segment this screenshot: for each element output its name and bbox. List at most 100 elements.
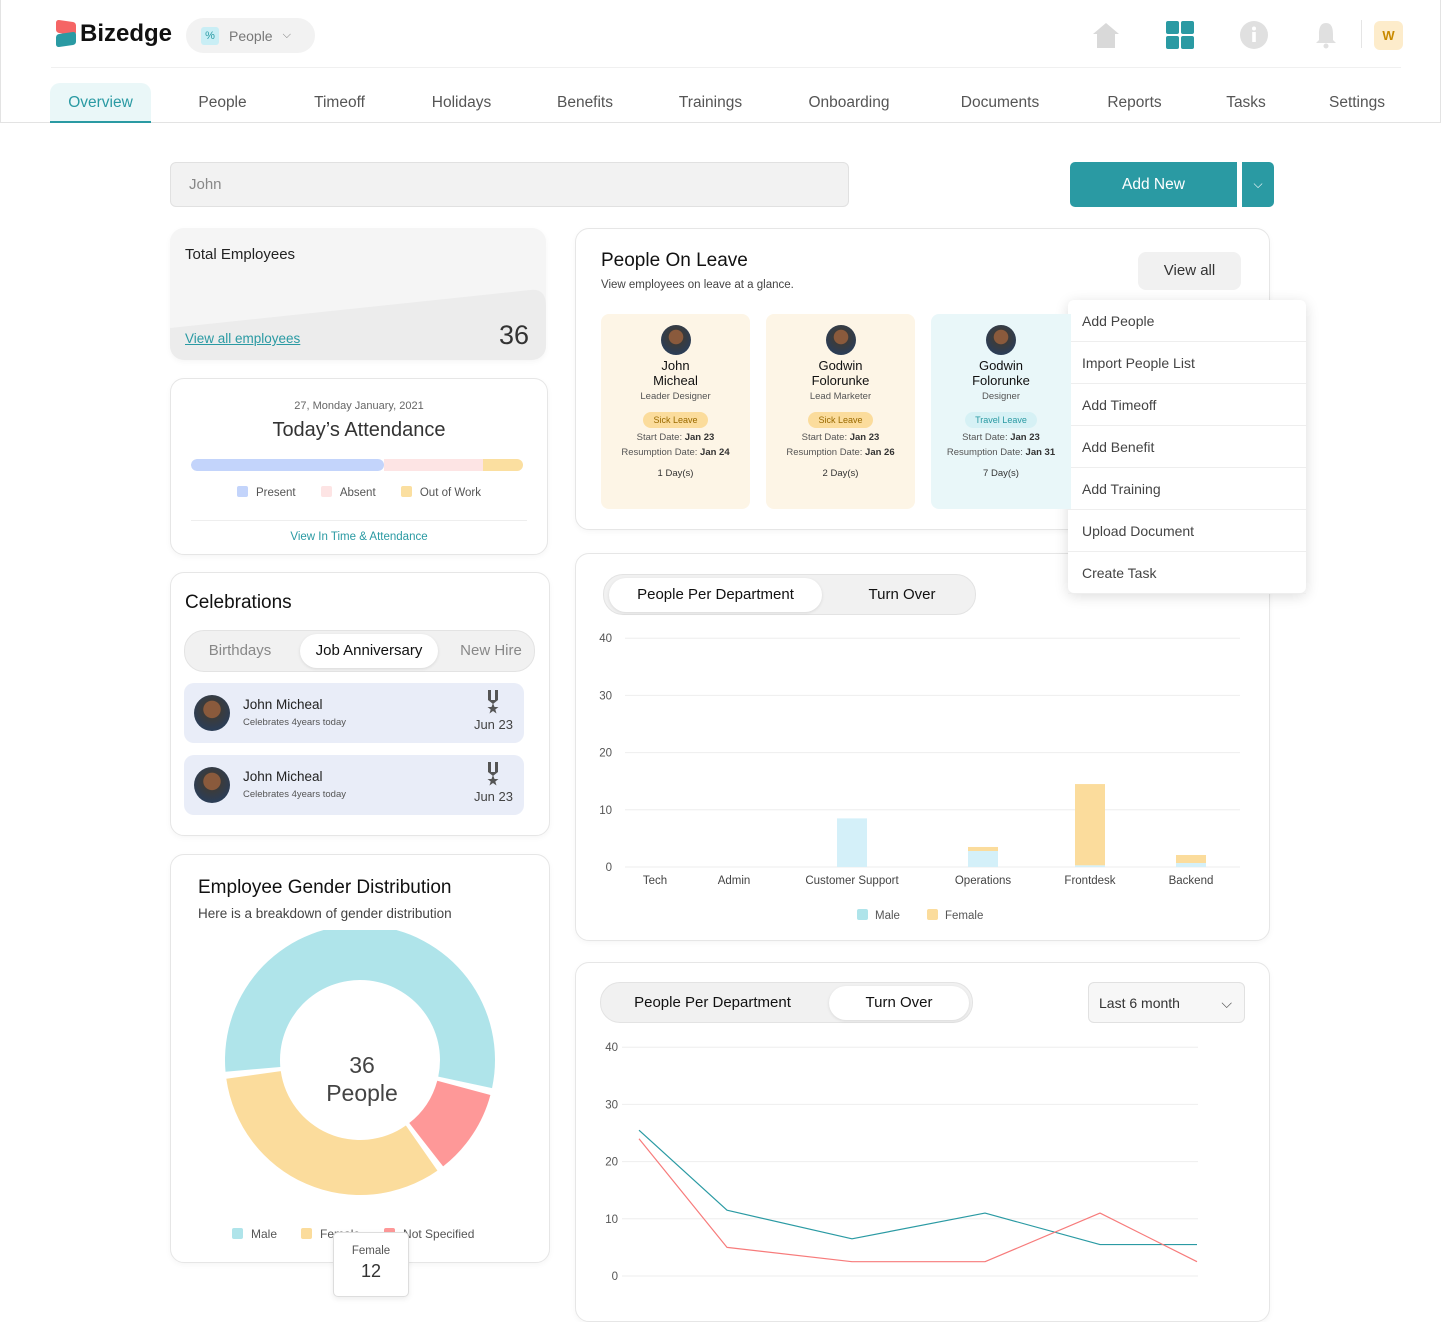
y-tick-label: 30 (599, 690, 612, 702)
brand-logo[interactable]: Bizedge (56, 19, 172, 48)
x-tick-label: Backend (1169, 875, 1214, 887)
start-date: Jan 23 (849, 432, 880, 443)
nav-tab-onboarding[interactable]: Onboarding (808, 94, 890, 111)
nav-tab-trainings[interactable]: Trainings (678, 94, 743, 111)
donut-slice-female (226, 1071, 438, 1195)
menu-item[interactable]: Import People List (1068, 342, 1306, 384)
apps-grid-icon[interactable] (1165, 20, 1195, 50)
y-tick-label: 10 (605, 1214, 618, 1226)
bar-female (968, 846, 998, 851)
menu-item[interactable]: Add Training (1068, 468, 1306, 510)
total-employees-card: Total Employees View all employees 36 (170, 228, 546, 360)
on-leave-subtitle: View employees on leave at a glance. (601, 279, 794, 291)
resumption-date: Jan 31 (1025, 447, 1056, 458)
bar-female (1176, 854, 1206, 863)
leave-card[interactable]: John Micheal Leader Designer Sick Leave … (601, 314, 750, 509)
bell-icon[interactable] (1311, 20, 1341, 50)
tab-people-per-department[interactable]: People Per Department (609, 578, 822, 612)
leave-duration: 1 Day(s) (657, 468, 694, 479)
bar-female (1075, 784, 1105, 866)
donut-center-count: 36 (349, 1052, 375, 1078)
legend-swatch (857, 909, 868, 920)
celebration-item[interactable]: John Micheal Celebrates 4years today Jun… (184, 755, 524, 815)
card-decoration (170, 289, 546, 360)
leave-card[interactable]: Godwin Folorunke Lead Marketer Sick Leav… (766, 314, 915, 509)
celebration-item[interactable]: John Micheal Celebrates 4years today Jun… (184, 683, 524, 743)
user-avatar[interactable]: W (1374, 21, 1403, 50)
y-tick-label: 40 (599, 633, 612, 645)
bar-chart: 0 10 20 30 40 Tech Admin Customer Support Operat… (599, 633, 1240, 922)
legend-item: Male (232, 1227, 277, 1241)
info-icon[interactable] (1239, 20, 1269, 50)
nav-tab-holidays[interactable]: Holidays (431, 94, 492, 111)
tab-turn-over[interactable]: Turn Over (868, 586, 936, 603)
menu-item[interactable]: Add People (1068, 300, 1306, 342)
legend-swatch (927, 909, 938, 920)
module-switcher[interactable]: % People ⌵ (186, 18, 315, 53)
menu-item[interactable]: Create Task (1068, 552, 1306, 594)
menu-item[interactable]: Upload Document (1068, 510, 1306, 552)
celebrations-title: Celebrations (185, 592, 292, 613)
logo-icon (56, 19, 76, 48)
divider (1361, 20, 1362, 48)
view-all-button[interactable]: View all (1138, 252, 1241, 290)
nav-tab-people[interactable]: People (198, 94, 247, 111)
tab-turn-over[interactable]: Turn Over (829, 986, 969, 1020)
leave-role: Leader Designer (640, 391, 711, 402)
add-new-dropdown-toggle[interactable]: ⌵ (1242, 162, 1274, 207)
menu-item[interactable]: Add Timeoff (1068, 384, 1306, 426)
x-tick-label: Customer Support (805, 875, 899, 887)
donut-slice-male (225, 930, 495, 1089)
nav-tab-overview[interactable]: Overview (50, 83, 151, 123)
leave-duration: 2 Day(s) (822, 468, 859, 479)
on-leave-title: People On Leave (601, 250, 748, 271)
search-input[interactable] (170, 162, 849, 207)
view-all-employees-link[interactable]: View all employees (185, 331, 301, 346)
celebration-name: John Micheal (243, 769, 323, 784)
celebration-date: Jun 23 (473, 717, 513, 732)
bar-male (1075, 865, 1105, 867)
nav-tab-settings[interactable]: Settings (1328, 94, 1385, 111)
gender-donut-chart (225, 930, 495, 1195)
start-date-label: Start Date: (636, 432, 683, 443)
bar-male (837, 818, 867, 867)
tab-birthdays[interactable]: Birthdays (208, 642, 272, 659)
avatar (194, 695, 230, 731)
tab-new-hire[interactable]: New Hire (460, 642, 522, 659)
avatar (660, 325, 691, 355)
nav-tab-reports[interactable]: Reports (1107, 94, 1162, 111)
leave-first-name: John (661, 358, 690, 373)
leave-type-badge: Travel Leave (965, 412, 1037, 428)
attendance-date: 27, Monday January, 2021 (294, 400, 424, 412)
attendance-bar (191, 459, 523, 471)
resumption-date-label: Resumption Date: (621, 447, 698, 458)
nav-tab-tasks[interactable]: Tasks (1226, 94, 1266, 111)
leave-card[interactable]: Godwin Folorunke Designer Travel Leave S… (931, 314, 1071, 509)
nav-tab-timeoff[interactable]: Timeoff (314, 94, 365, 111)
tooltip-label: Female (351, 1245, 391, 1257)
add-new-button[interactable]: Add New (1070, 162, 1237, 207)
y-tick-label: 30 (605, 1099, 618, 1111)
donut-center-label: People (326, 1080, 398, 1106)
period-value: Last 6 month (1099, 995, 1180, 1011)
card-title: Total Employees (185, 246, 296, 263)
view-time-attendance-link[interactable]: View In Time & Attendance (290, 531, 428, 543)
leave-last-name: Folorunke (972, 373, 1030, 388)
resumption-date: Jan 26 (865, 447, 895, 458)
home-icon[interactable] (1091, 20, 1121, 50)
medal-icon (487, 762, 499, 786)
department-chart-tabs: People Per Department Turn Over (603, 574, 976, 615)
tab-job-anniversary[interactable]: Job Anniversary (300, 634, 438, 668)
avatar (825, 325, 856, 355)
period-select[interactable]: Last 6 month ⌵ (1088, 982, 1245, 1023)
menu-item[interactable]: Add Benefit (1068, 426, 1306, 468)
tab-people-per-department[interactable]: People Per Department (634, 994, 791, 1011)
leave-first-name: Godwin (818, 358, 863, 373)
resumption-date: Jan 24 (700, 447, 730, 458)
leave-last-name: Folorunke (811, 373, 870, 388)
legend-label: Male (875, 910, 900, 922)
attendance-card: 27, Monday January, 2021 Today’s Attenda… (170, 378, 548, 555)
nav-tab-benefits[interactable]: Benefits (556, 94, 613, 111)
x-tick-label: Frontdesk (1064, 875, 1115, 887)
nav-tab-documents[interactable]: Documents (960, 94, 1040, 111)
